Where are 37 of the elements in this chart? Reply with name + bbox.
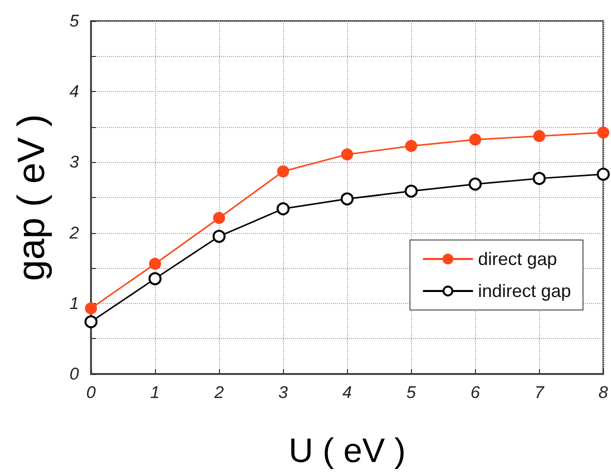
point bbox=[212, 230, 226, 243]
y-axis-title: gap ( eV ) bbox=[11, 114, 53, 281]
y-tick-label: 0 bbox=[70, 364, 80, 384]
x-tick-label: 5 bbox=[406, 383, 416, 402]
y-tick-label: 5 bbox=[70, 12, 80, 30]
point bbox=[84, 315, 98, 328]
x-tick-label: 8 bbox=[598, 383, 609, 402]
point bbox=[341, 148, 354, 160]
x-tick-label: 6 bbox=[470, 383, 480, 402]
y-tick-label: 3 bbox=[70, 152, 80, 172]
point bbox=[276, 202, 290, 216]
point bbox=[213, 212, 226, 224]
point bbox=[596, 168, 610, 181]
point bbox=[405, 140, 418, 152]
x-tick-label: 1 bbox=[150, 383, 160, 402]
point bbox=[597, 126, 610, 139]
point bbox=[533, 130, 546, 142]
y-tick-label: 1 bbox=[70, 294, 79, 313]
x-tick-label: 7 bbox=[534, 383, 545, 402]
x-tick-label: 2 bbox=[213, 383, 224, 402]
y-tick-label: 2 bbox=[68, 223, 80, 242]
point bbox=[148, 272, 162, 286]
point bbox=[85, 302, 97, 314]
x-tick-label: 3 bbox=[278, 383, 288, 402]
point bbox=[532, 172, 546, 185]
y-tick-label: 4 bbox=[70, 82, 79, 102]
legend-label: direct gap bbox=[478, 249, 558, 269]
point bbox=[149, 258, 162, 270]
point bbox=[404, 184, 418, 198]
x-tick-label: 0 bbox=[86, 383, 96, 402]
x-axis-title: U ( eV ) bbox=[288, 432, 406, 470]
x-tick-label: 4 bbox=[342, 383, 352, 402]
point bbox=[468, 178, 482, 191]
point bbox=[469, 134, 482, 146]
legend-label: indirect gap bbox=[478, 281, 572, 301]
point bbox=[340, 192, 354, 206]
point bbox=[277, 165, 290, 178]
